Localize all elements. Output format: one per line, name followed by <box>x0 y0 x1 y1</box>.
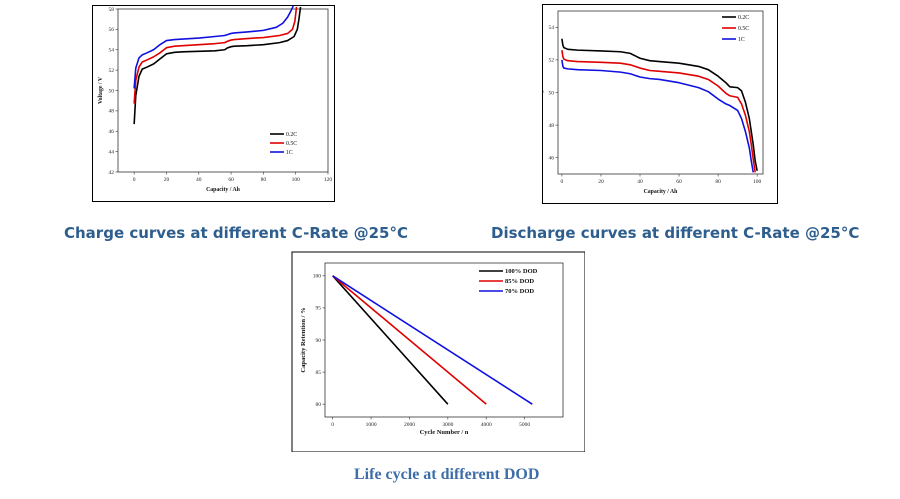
y-axis-label: Voltage / V <box>542 78 544 106</box>
series-line-100-dod <box>332 275 449 405</box>
discharge-caption: Discharge curves at different C-Rate @25… <box>491 224 860 242</box>
series-line-0-2c <box>561 38 758 171</box>
charge-chart: 0 20 40 60 80 100 120 42 44 46 48 50 52 54 56 58 Capacit… <box>92 5 335 202</box>
x-tick-label: 40 <box>196 177 202 183</box>
y-tick-label: 46 <box>109 129 115 135</box>
y-tick-label: 100 <box>313 274 322 280</box>
life-cycle-chart-panel: 0 1000 2000 3000 4000 5000 80 85 90 95 100 Cycle Nu… <box>291 251 585 452</box>
chart-frame <box>92 5 335 202</box>
x-tick-label: 20 <box>164 177 170 183</box>
y-tick-label: 44 <box>109 149 115 155</box>
legend-label: 0.2C <box>286 132 297 138</box>
y-tick-label: 50 <box>549 90 555 96</box>
y-tick-label: 50 <box>109 88 115 94</box>
x-tick-label: 80 <box>261 177 267 183</box>
x-tick-label: 40 <box>637 179 643 185</box>
x-tick-label: 100 <box>753 179 762 185</box>
y-tick-label: 42 <box>109 170 115 176</box>
x-tick-label: 80 <box>715 179 721 185</box>
y-tick-label: 52 <box>549 58 555 64</box>
life-cycle-chart: 0 1000 2000 3000 4000 5000 80 85 90 95 100 Cycle Nu… <box>291 251 585 452</box>
y-axis-label: Capacity Retention / % <box>300 307 307 372</box>
legend-label: 1C <box>738 37 745 43</box>
y-tick-label: 90 <box>316 338 322 344</box>
x-axis-label: Capacity / Ah <box>644 189 679 195</box>
y-tick-label: 58 <box>109 7 115 13</box>
x-axis-label: Capacity / Ah <box>206 187 241 193</box>
x-tick-label: 60 <box>228 177 234 183</box>
x-tick-label: 120 <box>324 177 333 183</box>
x-tick-label: 1000 <box>366 422 377 428</box>
legend-label: 0.5C <box>286 141 297 147</box>
y-tick-label: 46 <box>549 156 555 162</box>
x-tick-label: 3000 <box>442 422 453 428</box>
legend-label: 85% DOD <box>505 278 534 285</box>
y-tick-label: 48 <box>109 109 115 115</box>
legend-label: 70% DOD <box>505 288 534 295</box>
x-tick-label: 2000 <box>404 422 415 428</box>
series-line-85-dod <box>332 275 487 405</box>
y-tick-label: 48 <box>549 123 555 129</box>
life-caption: Life cycle at different DOD <box>354 466 540 483</box>
x-tick-label: 0 <box>133 177 136 183</box>
series-line-0-5c <box>561 50 756 173</box>
y-tick-label: 80 <box>316 402 322 408</box>
legend-label: 1C <box>286 150 293 156</box>
legend-label: 0.5C <box>738 26 749 32</box>
y-tick-label: 95 <box>316 306 322 312</box>
legend-label: 100% DOD <box>505 268 538 275</box>
series-line-0-2c <box>133 6 302 125</box>
x-tick-label: 5000 <box>519 422 530 428</box>
x-tick-label: 100 <box>292 177 301 183</box>
y-tick-label: 54 <box>549 25 555 31</box>
x-tick-label: 4000 <box>481 422 492 428</box>
x-tick-label: 0 <box>331 422 334 428</box>
y-axis-label: Voltage / V <box>98 76 104 104</box>
charge-caption: Charge curves at different C-Rate @25°C <box>64 224 408 242</box>
legend-label: 0.2C <box>738 15 749 21</box>
series-line-1c <box>561 59 755 173</box>
chart-frame <box>542 4 778 204</box>
x-axis-label: Cycle Number / n <box>420 429 469 436</box>
y-tick-label: 54 <box>109 48 115 54</box>
series-line-70-dod <box>332 275 533 405</box>
discharge-chart-panel: 0 20 40 60 80 100 46 48 50 52 54 Capacity / Ah Volta… <box>542 4 778 204</box>
x-tick-label: 0 <box>561 179 564 185</box>
x-tick-label: 60 <box>676 179 682 185</box>
chart-frame <box>291 251 585 452</box>
series-line-0-5c <box>133 6 298 104</box>
y-tick-label: 85 <box>316 370 322 376</box>
y-tick-label: 56 <box>109 27 115 33</box>
discharge-chart: 0 20 40 60 80 100 46 48 50 52 54 Capacity / Ah Volta… <box>542 4 778 204</box>
charge-chart-panel: 0 20 40 60 80 100 120 42 44 46 48 50 52 54 56 58 Capacit… <box>92 5 335 202</box>
series-line-1c <box>133 5 294 89</box>
x-tick-label: 20 <box>598 179 604 185</box>
y-tick-label: 52 <box>109 68 115 74</box>
